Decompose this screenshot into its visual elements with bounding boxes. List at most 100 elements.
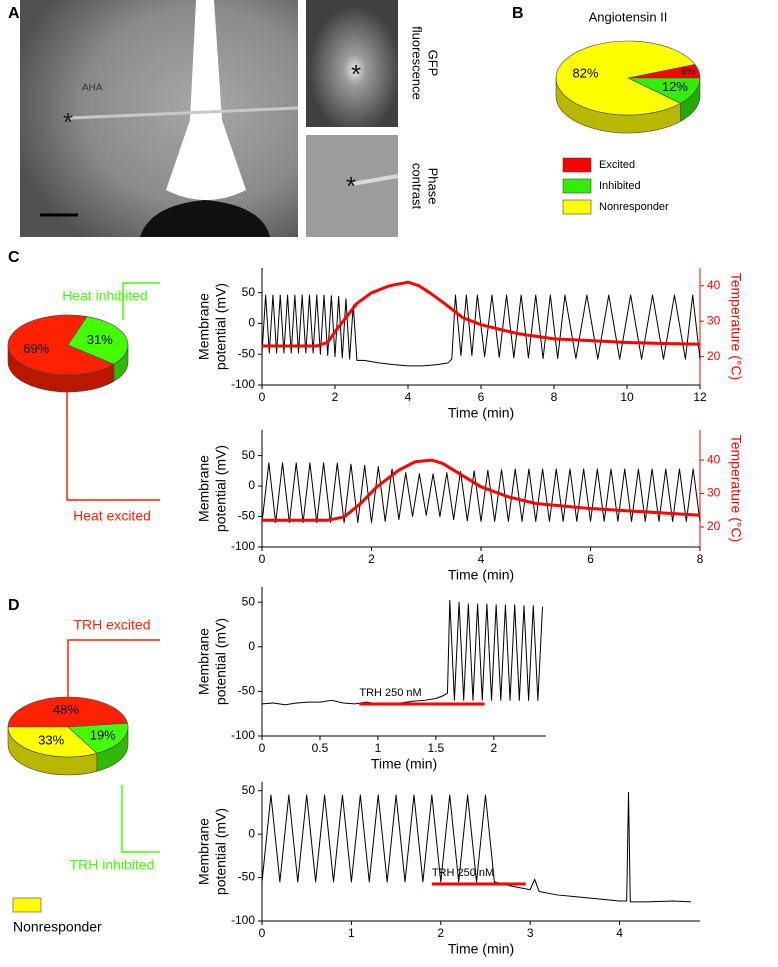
y-tick-label: 0 — [248, 826, 255, 840]
pie-slice — [67, 316, 129, 365]
y-tick-label: -100 — [231, 377, 255, 391]
pie-value-label: 6% — [681, 67, 696, 78]
x-tick-label: 4 — [478, 552, 485, 566]
annotation: AHA — [82, 83, 103, 94]
legend-label: Inhibited — [599, 180, 641, 192]
y-tick-label: -50 — [238, 870, 256, 884]
x-tick-label: 1 — [348, 926, 355, 940]
axis-line — [261, 430, 700, 548]
y-axis-label: Membrane — [196, 818, 212, 885]
x-tick-label: 0 — [259, 552, 266, 566]
x-tick-label: 6 — [587, 552, 594, 566]
y2-axis-label: Temperature (°C) — [728, 435, 744, 543]
x-tick-label: 0.5 — [312, 741, 329, 755]
axis-line — [261, 782, 700, 922]
x-tick-label: 2 — [490, 741, 497, 755]
electrode — [351, 174, 399, 186]
ventricle — [166, 0, 246, 200]
stimulus-label: TRH 250 nM — [359, 687, 421, 699]
x-tick-label: 1 — [375, 741, 382, 755]
y-tick-label: 50 — [242, 285, 256, 299]
category-label: Heat inhibited — [62, 288, 148, 304]
callout-line — [67, 639, 160, 697]
y-axis-label: Membrane — [196, 455, 212, 522]
gfp-image — [306, 0, 398, 127]
pie-slice — [555, 40, 696, 116]
image-label: Phase — [426, 168, 441, 205]
y-axis-label: potential (mV) — [213, 283, 229, 370]
y-tick-label: -100 — [231, 539, 255, 553]
callout-line — [121, 785, 160, 853]
y2-axis-label: Temperature (°C) — [728, 273, 744, 381]
temperature-line — [262, 280, 701, 348]
x-tick-label: 2 — [437, 926, 444, 940]
x-tick-label: 8 — [697, 552, 704, 566]
y-tick-label: 0 — [248, 478, 255, 492]
pie-value-label: 48% — [53, 702, 79, 717]
x-tick-label: 0 — [259, 390, 266, 404]
y-tick-label: -50 — [238, 509, 256, 523]
x-tick-label: 2 — [368, 552, 375, 566]
callout-line — [122, 282, 160, 320]
y-tick-label: -50 — [238, 684, 256, 698]
y-axis-label: Membrane — [196, 293, 212, 360]
voltage-trace — [261, 462, 701, 524]
x-axis-label: Time (min) — [371, 756, 437, 772]
axis-line — [261, 587, 546, 737]
category-label: TRH excited — [73, 617, 150, 633]
legend-label: Nonresponder — [13, 919, 102, 935]
y2-tick-label: 30 — [707, 486, 721, 500]
image-label: GFP — [426, 50, 441, 77]
y-axis-label: potential (mV) — [213, 808, 229, 895]
phase-image — [306, 135, 398, 237]
electrode — [69, 106, 299, 120]
asterisk: * — [351, 59, 361, 89]
image-label: fluorescence — [410, 26, 425, 100]
stimulus-label: TRH 250 nM — [432, 867, 494, 879]
x-tick-label: 2 — [332, 390, 339, 404]
pie-value-label: 69% — [23, 341, 49, 356]
pie-value-label: 19% — [90, 727, 116, 742]
asterisk: * — [63, 107, 73, 137]
y2-tick-label: 20 — [707, 349, 721, 363]
legend-swatch — [562, 199, 592, 215]
annotation: 3V — [196, 167, 211, 181]
y-tick-label: 0 — [248, 316, 255, 330]
pie-value-label: 31% — [87, 332, 113, 347]
legend-label: Nonresponder — [599, 201, 669, 213]
x-axis-label: Time (min) — [448, 405, 514, 421]
voltage-trace — [261, 791, 692, 903]
micrograph — [20, 0, 298, 237]
legend-swatch — [562, 157, 592, 173]
pie-value-label: 33% — [38, 733, 64, 748]
panel-label: A — [8, 5, 20, 22]
x-tick-label: 6 — [478, 390, 485, 404]
y2-tick-label: 40 — [707, 278, 721, 292]
x-tick-label: 10 — [620, 390, 634, 404]
temperature-line — [262, 458, 701, 522]
x-tick-label: 1.5 — [428, 741, 445, 755]
category-label: TRH inhibited — [70, 857, 155, 873]
x-tick-label: 12 — [693, 390, 707, 404]
asterisk: * — [346, 171, 356, 201]
x-tick-label: 4 — [405, 390, 412, 404]
y-tick-label: 0 — [248, 639, 255, 653]
dark-region — [140, 200, 270, 237]
chart-title: Angiotensin II — [589, 9, 668, 24]
pie-value-label: 12% — [662, 79, 688, 94]
panel-label: C — [8, 249, 20, 266]
y2-tick-label: 20 — [707, 519, 721, 533]
y-axis-label: potential (mV) — [213, 445, 229, 532]
voltage-trace — [261, 599, 544, 706]
legend-swatch — [12, 897, 42, 913]
x-tick-label: 4 — [616, 926, 623, 940]
y-tick-label: -100 — [231, 728, 255, 742]
y-tick-label: -50 — [238, 346, 256, 360]
callout-line — [66, 392, 160, 501]
x-axis-label: Time (min) — [448, 567, 514, 583]
y-tick-label: -100 — [231, 913, 255, 927]
y2-tick-label: 30 — [707, 313, 721, 327]
x-tick-label: 3 — [527, 926, 534, 940]
